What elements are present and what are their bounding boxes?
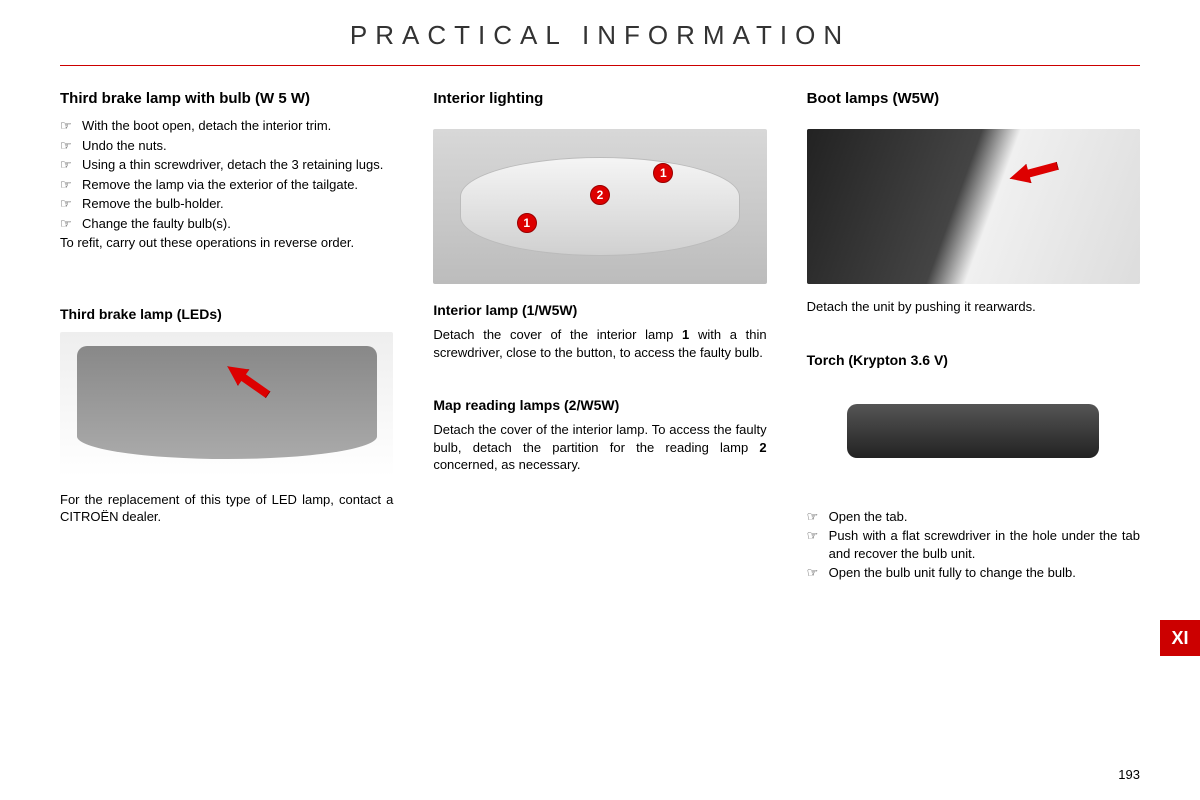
list-item: Open the bulb unit fully to change the b… — [829, 564, 1140, 582]
torch-heading: Torch (Krypton 3.6 V) — [807, 352, 1140, 368]
pointer-icon: ☞ — [60, 156, 82, 174]
interior-lamp-photo: 1 2 1 — [433, 129, 766, 284]
brake-lamp-bulb-heading: Third brake lamp with bulb (W 5 W) — [60, 90, 393, 107]
list-item: Using a thin screwdriver, detach the 3 r… — [82, 156, 393, 174]
brake-lamp-led-heading: Third brake lamp (LEDs) — [60, 306, 393, 322]
pointer-icon: ☞ — [60, 176, 82, 194]
boot-lamps-heading: Boot lamps (W5W) — [807, 90, 1140, 107]
column-middle: Interior lighting 1 2 1 Interior lamp (1… — [433, 86, 766, 584]
pointer-icon: ☞ — [807, 564, 829, 582]
page-number: 193 — [1118, 767, 1140, 782]
page-title: PRACTICAL INFORMATION — [60, 20, 1140, 66]
list-item: With the boot open, detach the interior … — [82, 117, 393, 135]
brake-lamp-bulb-steps: ☞With the boot open, detach the interior… — [60, 117, 393, 232]
torch-photo — [830, 386, 1117, 476]
car-rear-illustration — [77, 346, 377, 459]
map-reading-body: Detach the cover of the interior lamp. T… — [433, 421, 766, 474]
callout-1b: 1 — [517, 213, 537, 233]
interior-lighting-heading: Interior lighting — [433, 90, 766, 107]
interior-lamp-heading: Interior lamp (1/W5W) — [433, 302, 766, 318]
list-item: Undo the nuts. — [82, 137, 393, 155]
interior-lamp-body: Detach the cover of the interior lamp 1 … — [433, 326, 766, 361]
ceiling-lamp-illustration — [460, 157, 740, 256]
callout-2: 2 — [590, 185, 610, 205]
brake-lamp-led-photo — [60, 332, 393, 477]
pointer-icon: ☞ — [60, 195, 82, 213]
list-item: Change the faulty bulb(s). — [82, 215, 393, 233]
torch-steps: ☞Open the tab. ☞Push with a flat screwdr… — [807, 508, 1140, 582]
list-item: Open the tab. — [829, 508, 1140, 526]
column-right: Boot lamps (W5W) Detach the unit by push… — [807, 86, 1140, 584]
pointer-icon: ☞ — [60, 137, 82, 155]
pointer-icon: ☞ — [60, 215, 82, 233]
column-left: Third brake lamp with bulb (W 5 W) ☞With… — [60, 86, 393, 584]
boot-lamp-photo — [807, 129, 1140, 284]
content-columns: Third brake lamp with bulb (W 5 W) ☞With… — [60, 86, 1140, 584]
led-lamp-note: For the replacement of this type of LED … — [60, 491, 393, 526]
section-tab: XI — [1160, 620, 1200, 656]
pointer-icon: ☞ — [60, 117, 82, 135]
list-item: Remove the lamp via the exterior of the … — [82, 176, 393, 194]
pointer-icon: ☞ — [807, 527, 829, 562]
boot-lamp-body: Detach the unit by pushing it rearwards. — [807, 298, 1140, 316]
list-item: Remove the bulb-holder. — [82, 195, 393, 213]
list-item: Push with a flat screwdriver in the hole… — [829, 527, 1140, 562]
pointer-icon: ☞ — [807, 508, 829, 526]
torch-illustration — [847, 404, 1099, 458]
boot-illustration — [807, 129, 1140, 284]
refit-note: To refit, carry out these operations in … — [60, 234, 393, 252]
map-reading-heading: Map reading lamps (2/W5W) — [433, 397, 766, 413]
